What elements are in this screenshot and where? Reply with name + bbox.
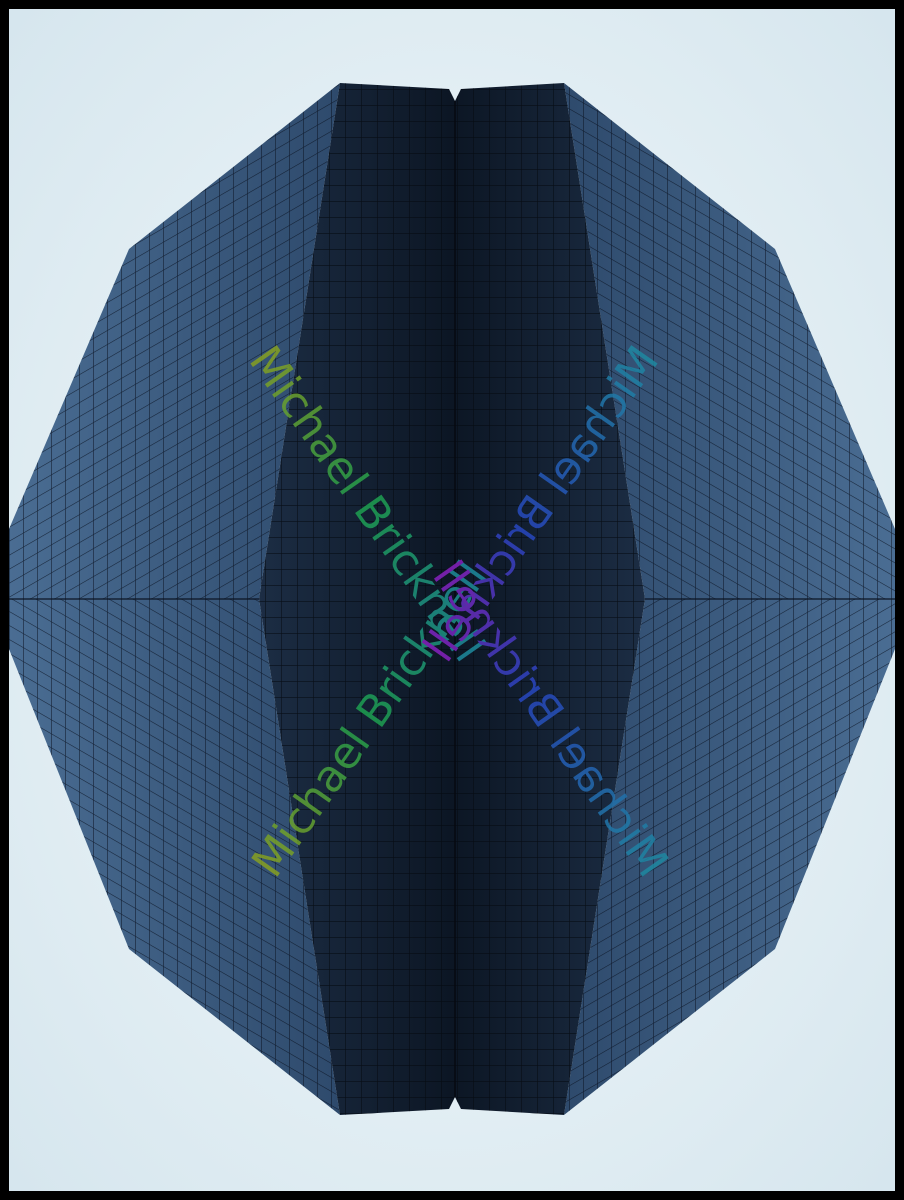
kaleidoscope-image	[9, 9, 895, 1191]
photo	[9, 9, 895, 1191]
